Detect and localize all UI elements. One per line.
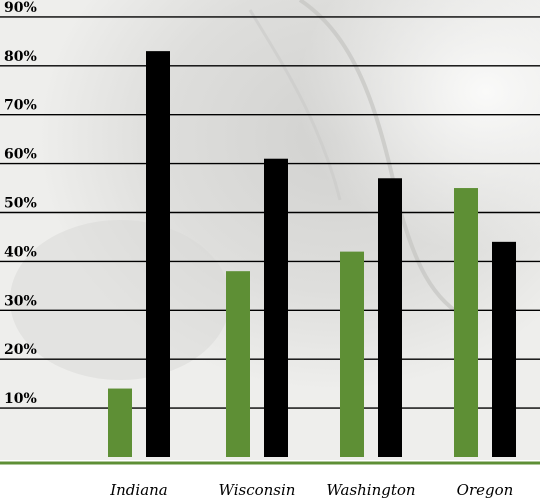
y-tick-label: 10%: [4, 391, 37, 407]
y-tick-label: 20%: [4, 342, 37, 358]
x-tick-label: Oregon: [457, 481, 514, 499]
y-tick-label: 70%: [4, 98, 37, 114]
bar: [492, 241, 516, 457]
x-tick-label: Wisconsin: [219, 481, 296, 499]
y-tick-label: 30%: [4, 293, 37, 309]
bar: [454, 188, 478, 458]
y-tick-label: 50%: [4, 196, 37, 212]
bars: [108, 51, 516, 458]
bar: [226, 271, 250, 457]
y-tick-label: 90%: [4, 0, 37, 16]
x-tick-label: Washington: [326, 481, 415, 499]
y-tick-label: 60%: [4, 147, 37, 163]
bar: [146, 51, 170, 457]
bar: [378, 178, 402, 457]
bar: [340, 251, 364, 457]
y-tick-label: 80%: [4, 49, 37, 65]
y-axis-ticks: 10% 20% 30% 40% 50% 60% 70% 80% 90%: [4, 0, 37, 407]
bar: [108, 388, 132, 457]
y-tick-label: 40%: [4, 244, 37, 260]
bar: [264, 158, 288, 457]
x-tick-label: Indiana: [109, 481, 168, 499]
x-axis-labels: Indiana Wisconsin Washington Oregon: [109, 481, 513, 499]
